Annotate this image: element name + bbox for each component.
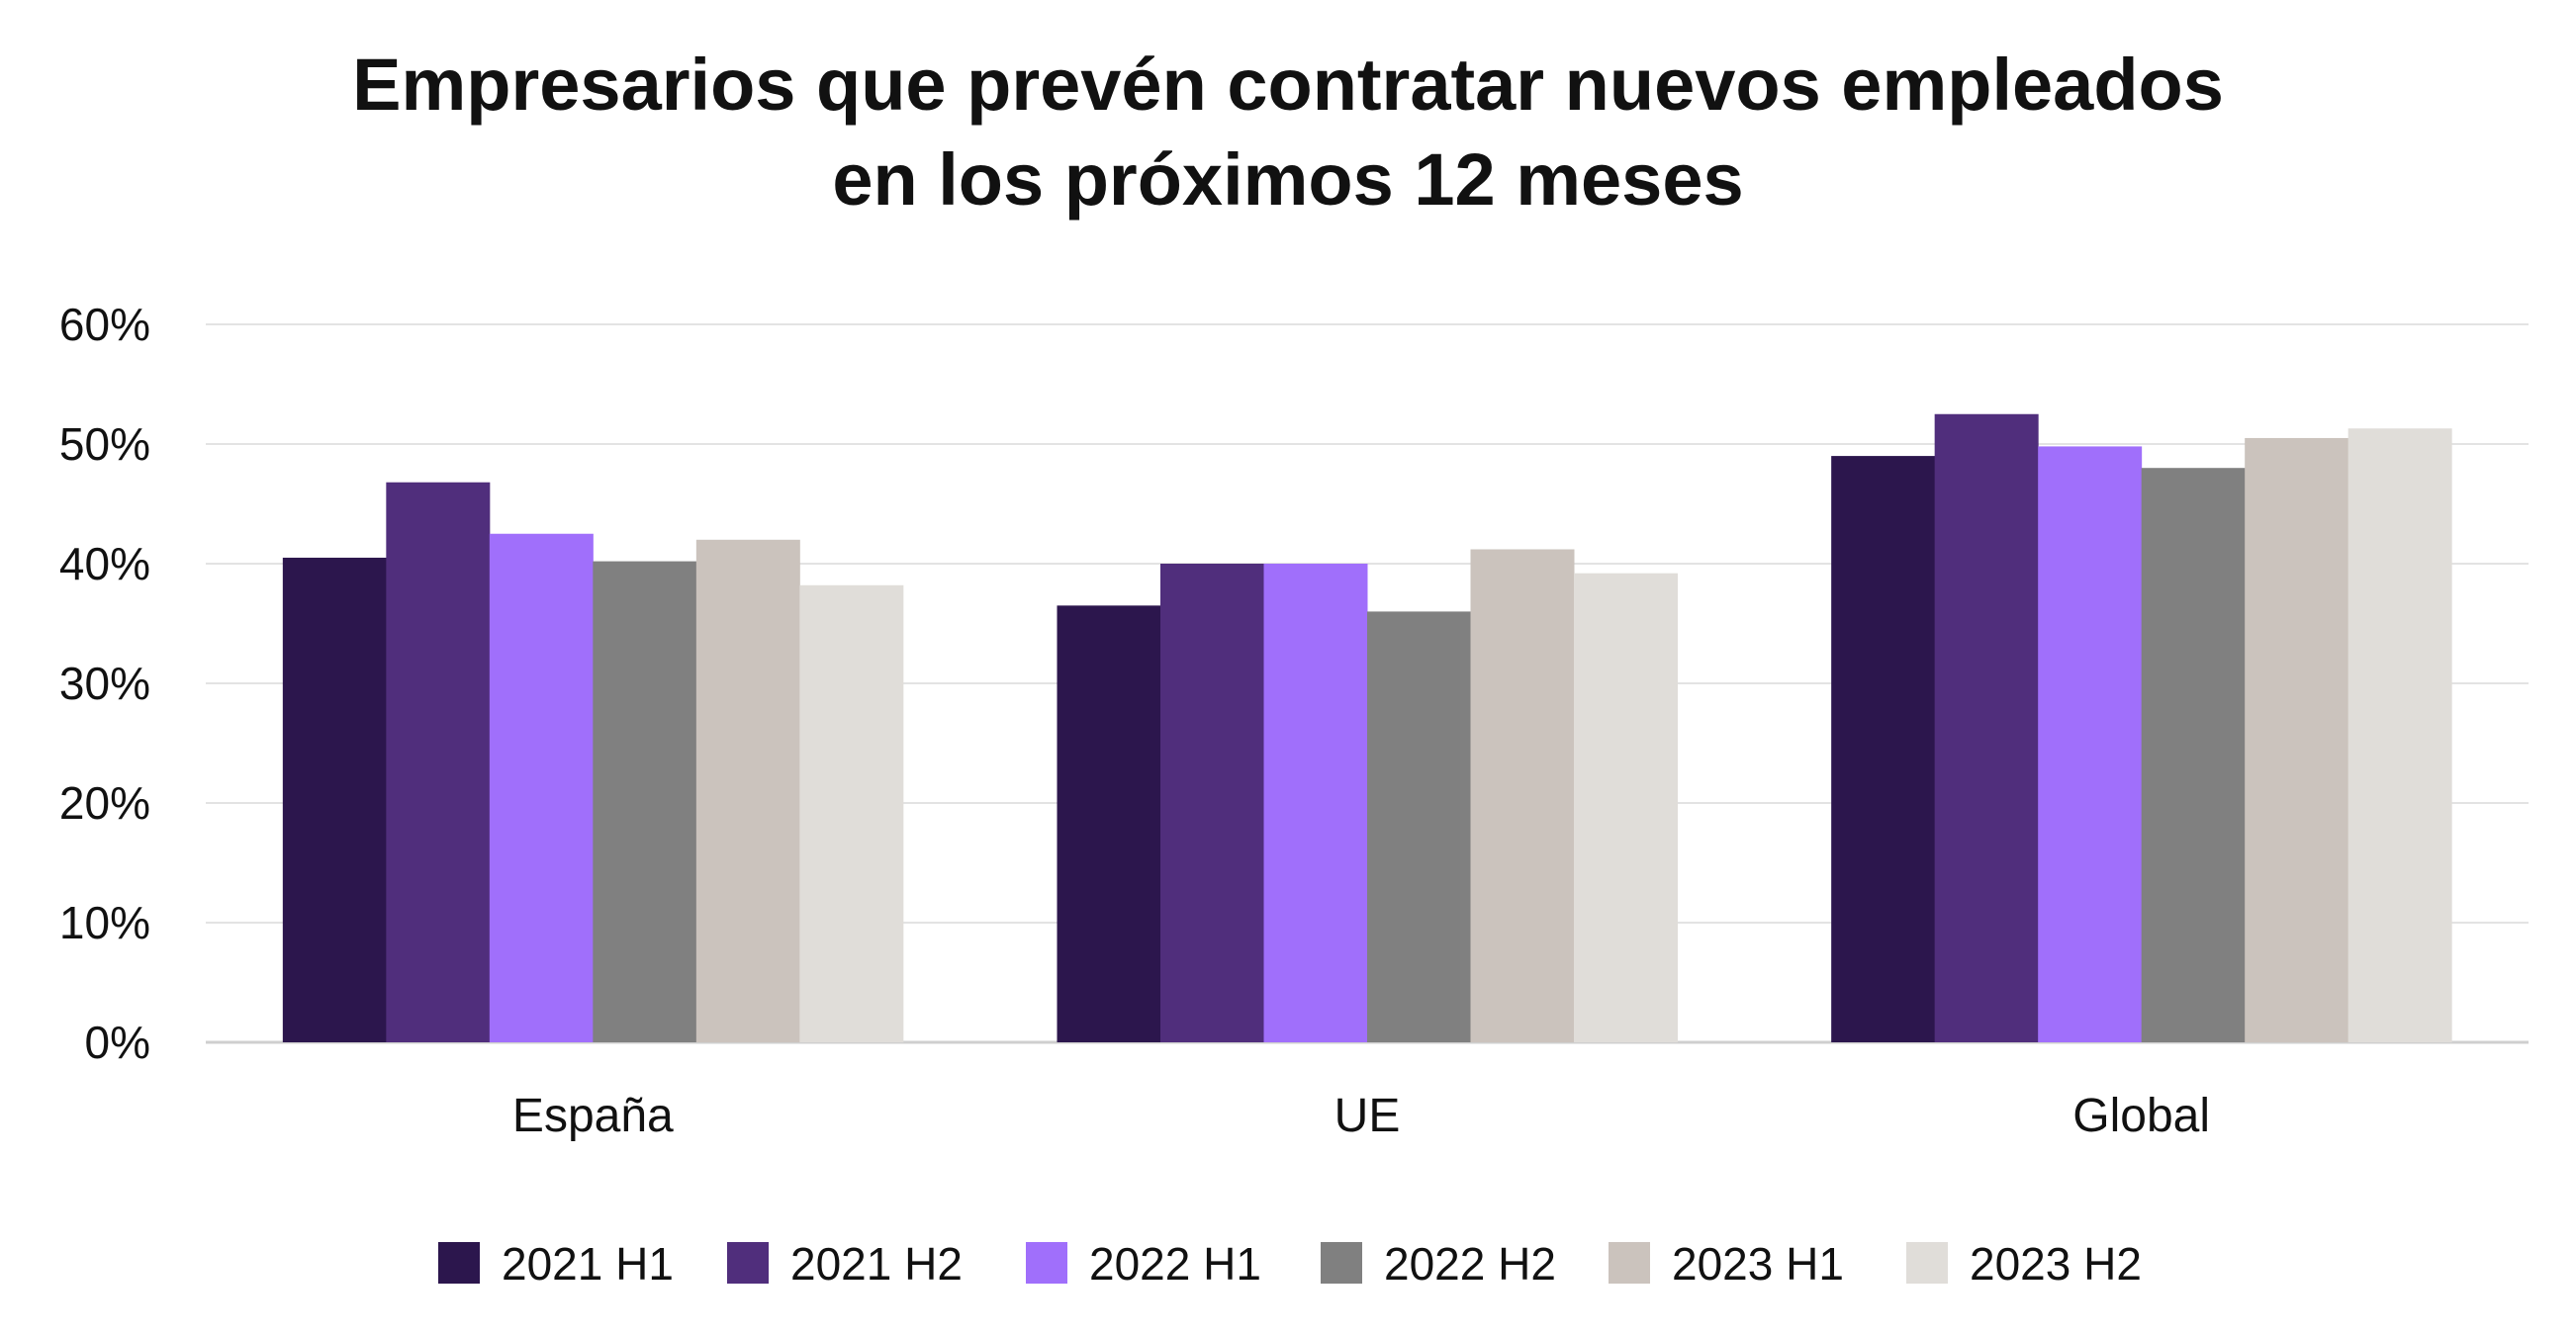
legend-swatch	[1026, 1242, 1067, 1284]
legend-label: 2022 H2	[1384, 1238, 1556, 1290]
legend-swatch	[1906, 1242, 1948, 1284]
chart-title-line-2: en los próximos 12 meses	[832, 138, 1744, 221]
y-tick-label: 0%	[85, 1017, 150, 1068]
x-category-label: UE	[1334, 1090, 1401, 1142]
legend-swatch	[1321, 1242, 1362, 1284]
bar	[1831, 456, 1936, 1043]
bar	[593, 561, 697, 1042]
y-tick-label: 20%	[59, 777, 150, 829]
bar	[799, 584, 904, 1042]
y-tick-label: 40%	[59, 538, 150, 589]
x-category-label: Global	[2072, 1090, 2210, 1142]
bar	[1367, 611, 1471, 1042]
chart-title: Empresarios que prevén contratar nuevos …	[0, 38, 2576, 227]
legend-swatch	[1609, 1242, 1650, 1284]
legend-label: 2023 H2	[1970, 1238, 2142, 1290]
y-tick-label: 10%	[59, 897, 150, 948]
y-tick-label: 60%	[59, 299, 150, 350]
x-axis-categories: España UE Global	[512, 1090, 2210, 1142]
bar	[2347, 428, 2452, 1042]
bar	[2141, 468, 2246, 1042]
legend-label: 2021 H2	[790, 1238, 963, 1290]
bar	[2038, 446, 2143, 1042]
legend-label: 2021 H1	[502, 1238, 674, 1290]
bar	[1470, 549, 1575, 1042]
y-tick-label: 30%	[59, 658, 150, 709]
legend-swatch	[438, 1242, 480, 1284]
legend-label: 2022 H1	[1089, 1238, 1261, 1290]
bar	[1574, 573, 1678, 1042]
bar	[1057, 605, 1161, 1042]
legend-label: 2023 H1	[1672, 1238, 1844, 1290]
legend-swatch	[727, 1242, 769, 1284]
bar	[1160, 564, 1264, 1042]
bar	[2245, 437, 2349, 1042]
bar	[489, 533, 594, 1042]
bar	[695, 539, 800, 1042]
bar	[386, 482, 491, 1043]
x-category-label: España	[512, 1090, 674, 1142]
bar	[1263, 564, 1368, 1042]
chart-title-line-1: Empresarios que prevén contratar nuevos …	[352, 44, 2224, 126]
bar	[282, 557, 387, 1042]
bar	[1934, 413, 2039, 1042]
legend: 2021 H1 2021 H2 2022 H1 2022 H2 2023 H1 2023 …	[438, 1238, 2142, 1290]
y-axis-ticks: 0% 10% 20% 30% 40% 50% 60%	[59, 299, 150, 1068]
bars	[282, 413, 2452, 1043]
y-tick-label: 50%	[59, 418, 150, 470]
